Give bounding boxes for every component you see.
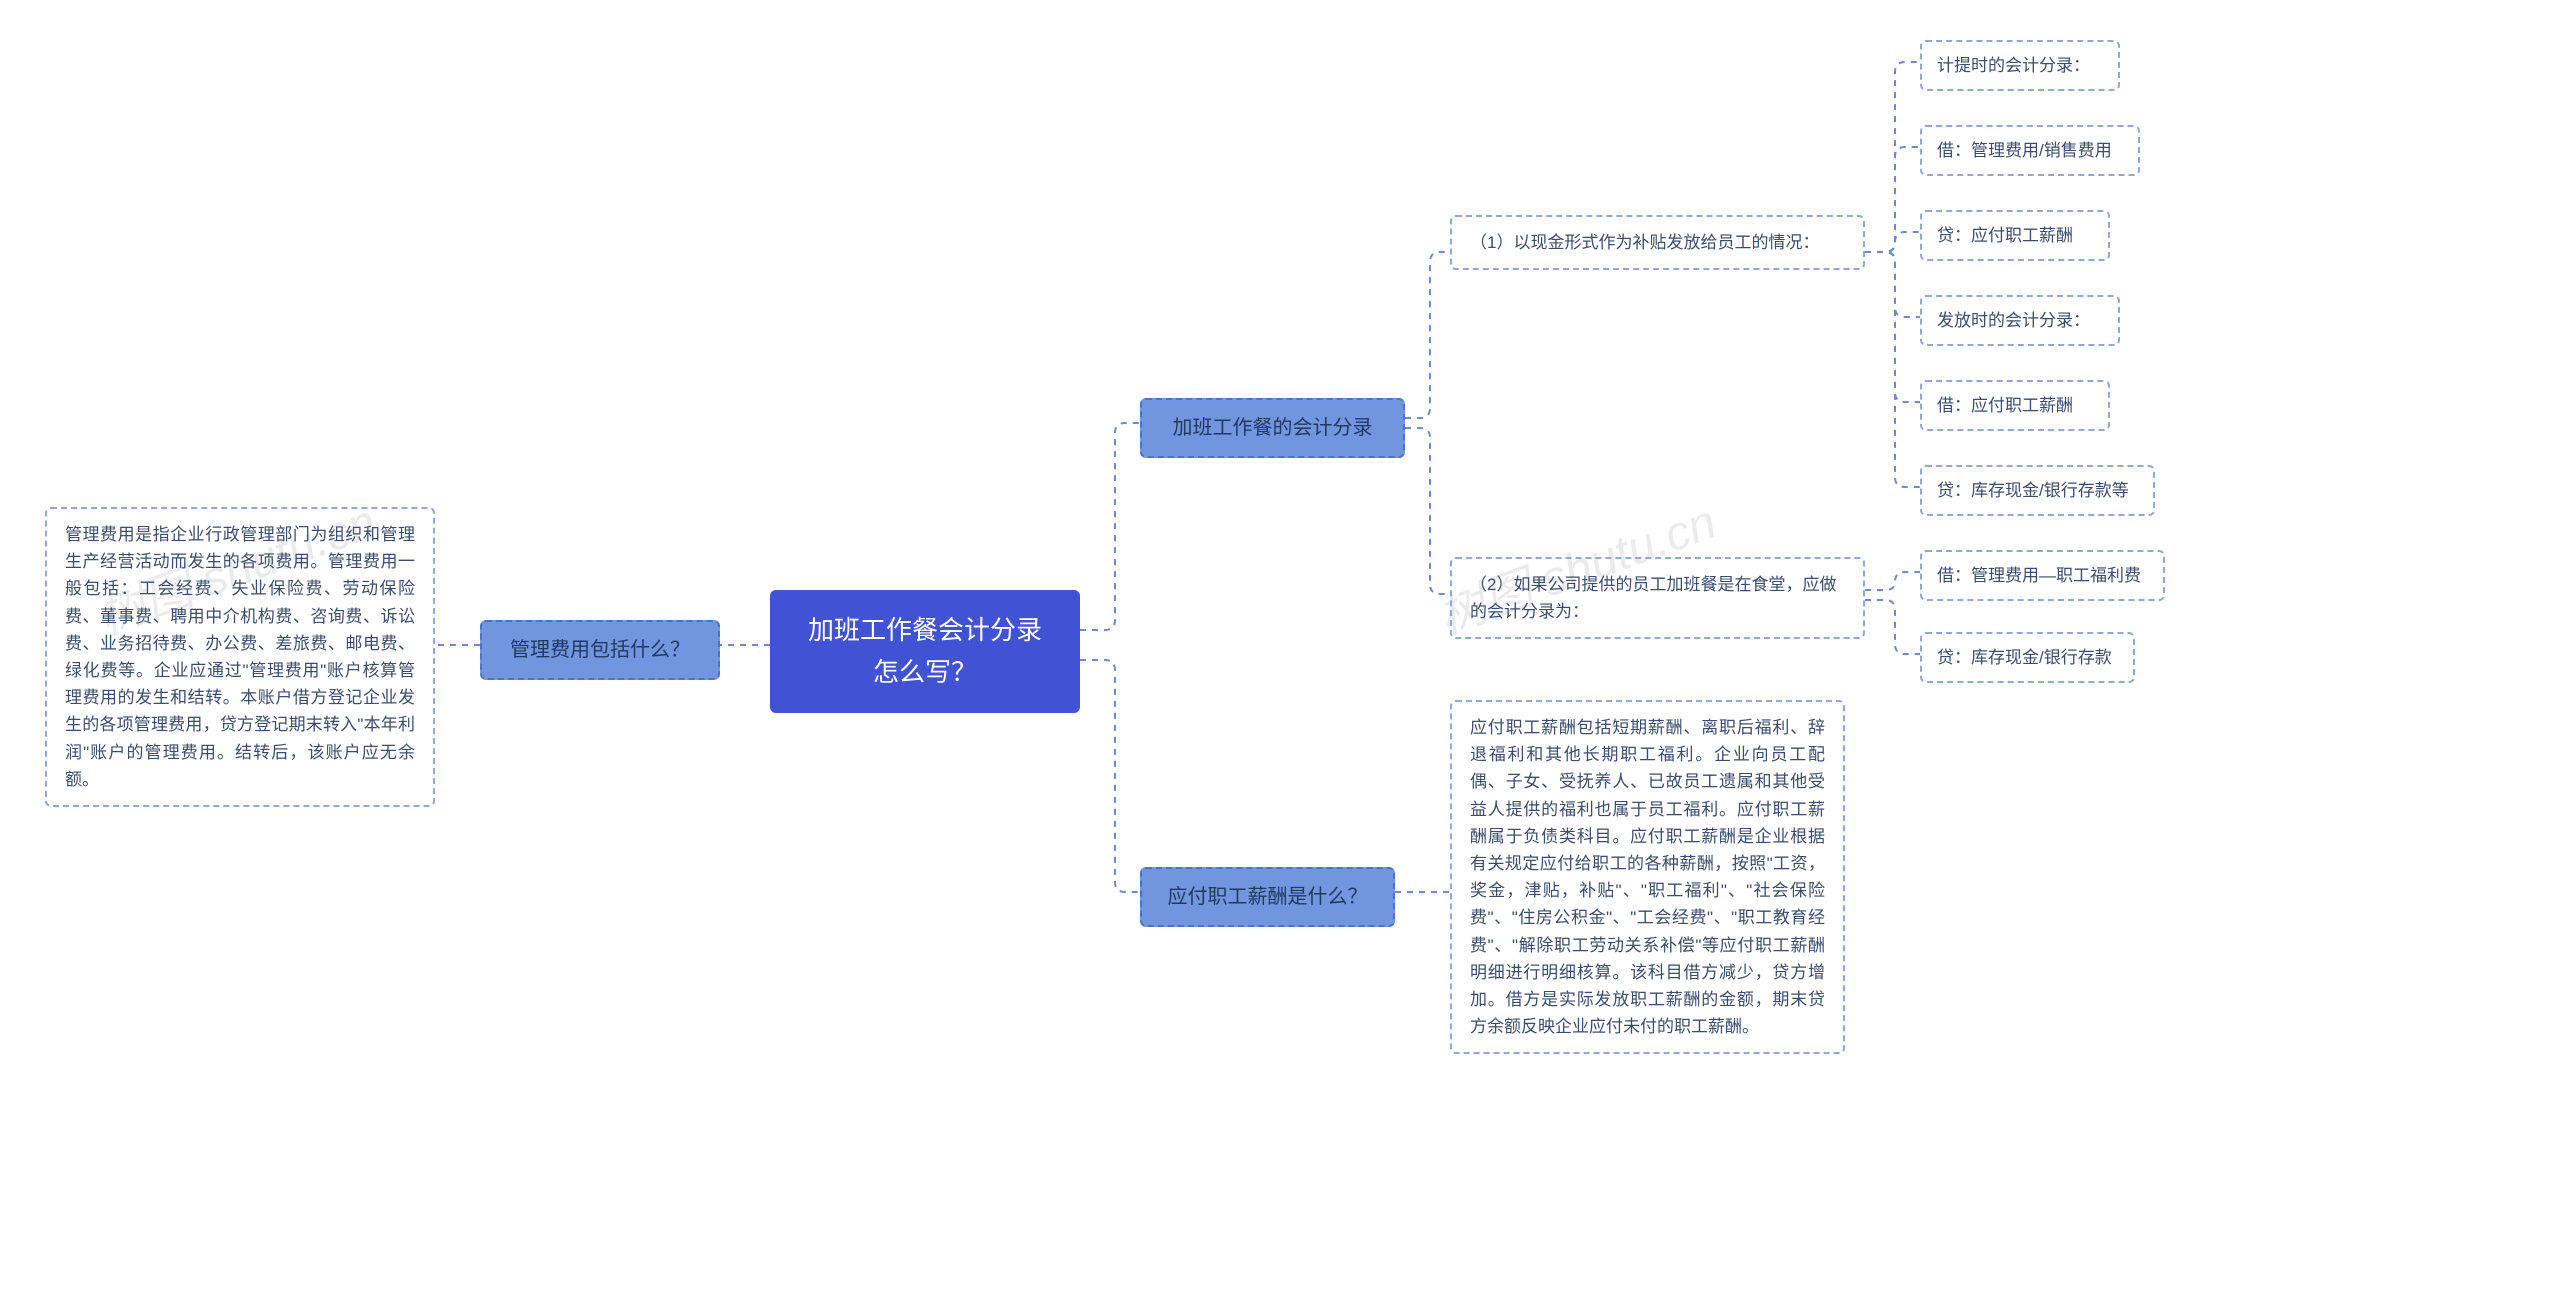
leaf-node: 贷：库存现金/银行存款 <box>1920 632 2135 683</box>
leaf-node: 借：管理费用/销售费用 <box>1920 125 2140 176</box>
leaf-label: 发放时的会计分录： <box>1937 311 2090 330</box>
leaf-node: 借：管理费用—职工福利费 <box>1920 550 2165 601</box>
leaf-node: 计提时的会计分录： <box>1920 40 2120 91</box>
right-branch1-sub2-label: （2）如果公司提供的员工加班餐是在食堂，应做的会计分录为： <box>1470 575 1836 621</box>
right-branch1-label: 加班工作餐的会计分录 <box>1173 417 1373 439</box>
right-branch1-node: 加班工作餐的会计分录 <box>1140 398 1405 458</box>
right-branch1-sub1-label: （1）以现金形式作为补贴发放给员工的情况： <box>1470 233 1819 252</box>
left-detail-node: 管理费用是指企业行政管理部门为组织和管理生产经营活动而发生的各项费用。管理费用一… <box>45 507 435 807</box>
leaf-node: 发放时的会计分录： <box>1920 295 2120 346</box>
root-label: 加班工作餐会计分录怎么写？ <box>808 615 1042 687</box>
leaf-label: 贷：库存现金/银行存款 <box>1937 648 2112 667</box>
root-node: 加班工作餐会计分录怎么写？ <box>770 590 1080 713</box>
right-branch2-label: 应付职工薪酬是什么？ <box>1168 886 1368 908</box>
right-branch1-sub2-node: （2）如果公司提供的员工加班餐是在食堂，应做的会计分录为： <box>1450 557 1865 639</box>
right-branch1-sub1-node: （1）以现金形式作为补贴发放给员工的情况： <box>1450 215 1865 270</box>
leaf-node: 贷：库存现金/银行存款等 <box>1920 465 2155 516</box>
left-level1-label: 管理费用包括什么？ <box>510 639 690 661</box>
right-branch2-detail-node: 应付职工薪酬包括短期薪酬、离职后福利、辞退福利和其他长期职工福利。企业向员工配偶… <box>1450 700 1845 1054</box>
leaf-node: 贷：应付职工薪酬 <box>1920 210 2110 261</box>
right-branch2-node: 应付职工薪酬是什么？ <box>1140 867 1395 927</box>
left-detail-label: 管理费用是指企业行政管理部门为组织和管理生产经营活动而发生的各项费用。管理费用一… <box>65 525 415 789</box>
leaf-node: 借：应付职工薪酬 <box>1920 380 2110 431</box>
leaf-label: 借：管理费用—职工福利费 <box>1937 566 2141 585</box>
leaf-label: 贷：应付职工薪酬 <box>1937 226 2073 245</box>
left-level1-node: 管理费用包括什么？ <box>480 620 720 680</box>
leaf-label: 计提时的会计分录： <box>1937 56 2090 75</box>
leaf-label: 贷：库存现金/银行存款等 <box>1937 481 2129 500</box>
right-branch2-detail-label: 应付职工薪酬包括短期薪酬、离职后福利、辞退福利和其他长期职工福利。企业向员工配偶… <box>1470 718 1825 1036</box>
leaf-label: 借：管理费用/销售费用 <box>1937 141 2112 160</box>
leaf-label: 借：应付职工薪酬 <box>1937 396 2073 415</box>
